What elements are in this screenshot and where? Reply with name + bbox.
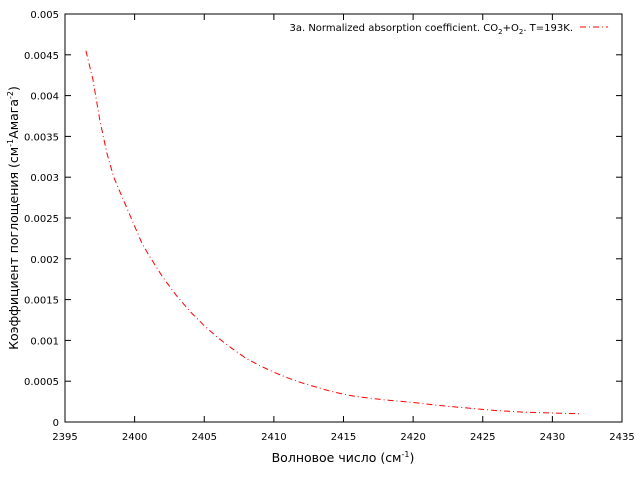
y-tick-label: 0.0025 bbox=[24, 214, 59, 225]
x-tick-label: 2405 bbox=[192, 432, 217, 443]
y-tick-label: 0.0015 bbox=[24, 296, 59, 307]
x-tick-label: 2435 bbox=[609, 432, 634, 443]
plot-frame bbox=[64, 13, 623, 423]
y-axis-title: Коэффициент поглощения (см-1Амага-2) bbox=[6, 86, 21, 350]
y-tick-label: 0.0045 bbox=[24, 51, 59, 62]
legend-label: 3a. Normalized absorption coefficient. C… bbox=[289, 23, 573, 36]
legend: 3a. Normalized absorption coefficient. C… bbox=[289, 23, 608, 36]
y-tick-label: 0.0035 bbox=[24, 132, 59, 143]
y-tick-label: 0 bbox=[53, 418, 59, 429]
x-tick-label: 2420 bbox=[400, 432, 425, 443]
x-tick-label: 2395 bbox=[52, 432, 77, 443]
y-tick-label: 0.002 bbox=[30, 255, 59, 266]
y-tick-label: 0.004 bbox=[30, 92, 59, 103]
y-tick-label: 0.003 bbox=[30, 173, 59, 184]
x-tick-label: 2430 bbox=[540, 432, 565, 443]
y-tick-label: 0.005 bbox=[30, 10, 59, 21]
x-tick-label: 2415 bbox=[331, 432, 356, 443]
x-tick-label: 2425 bbox=[470, 432, 495, 443]
y-tick-label: 0.0005 bbox=[24, 377, 59, 388]
y-tick-label: 0.001 bbox=[30, 336, 59, 347]
x-tick-label: 2400 bbox=[122, 432, 147, 443]
series-line bbox=[85, 50, 581, 415]
x-tick-label: 2410 bbox=[261, 432, 286, 443]
x-axis-title: Волновое число (см-1) bbox=[272, 450, 415, 465]
